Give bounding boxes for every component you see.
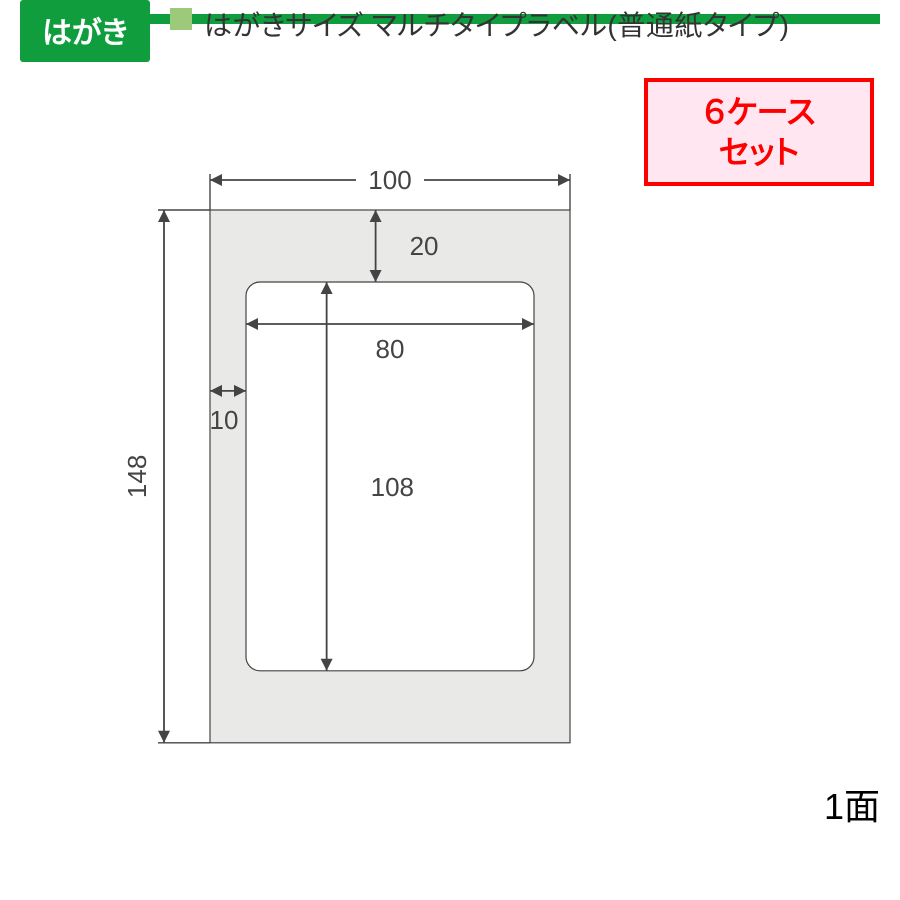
svg-text:10: 10 [210, 405, 239, 435]
svg-text:108: 108 [371, 472, 414, 502]
face-count: 1面 [824, 778, 880, 830]
bullet-square [170, 8, 192, 30]
svg-text:80: 80 [376, 334, 405, 364]
svg-text:100: 100 [368, 165, 411, 195]
case-set-badge: ６ケース セット [644, 78, 874, 186]
label-dimension-diagram: 100 20 80 10 108 148 [120, 160, 640, 810]
badge-line1: ６ケース [703, 94, 816, 130]
svg-text:20: 20 [410, 231, 439, 261]
svg-text:148: 148 [122, 455, 152, 498]
badge-line2: セット [719, 134, 799, 170]
product-title: はがきサイズ マルチタイプラベル(普通紙タイプ) [204, 4, 789, 44]
size-tag: はがき [20, 0, 150, 62]
